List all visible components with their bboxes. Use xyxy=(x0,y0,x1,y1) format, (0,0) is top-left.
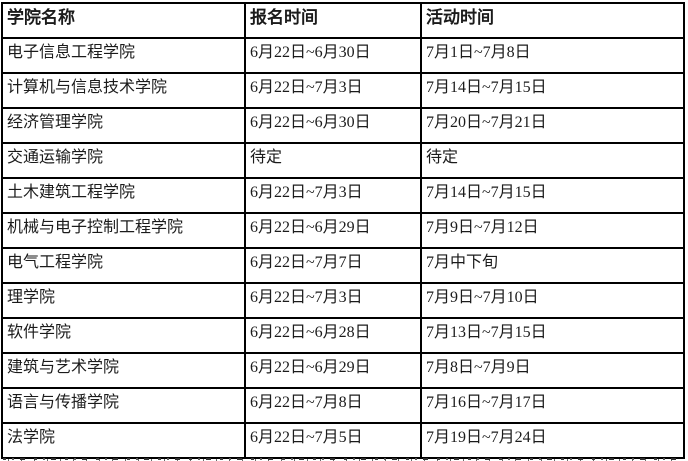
column-header: 报名时间 xyxy=(244,2,422,39)
college-name-cell: 电气工程学院 xyxy=(1,247,246,284)
registration-time-cell: 6月22日~7月8日 xyxy=(244,387,422,424)
table-row: 经济管理学院 6月22日~6月30日 7月20日~7月21日 xyxy=(1,107,685,144)
table-row: 电子信息工程学院 6月22日~6月30日 7月1日~7月8日 xyxy=(1,37,685,74)
activity-time-cell: 7月14日~7月15日 xyxy=(420,177,685,214)
college-name-cell: 交通运输学院 xyxy=(1,142,246,179)
activity-time-cell: 7月中下旬 xyxy=(420,247,685,284)
table-row: 土木建筑工程学院 6月22日~7月3日 7月14日~7月15日 xyxy=(1,177,685,214)
table-row: 法学院 6月22日~7月5日 7月19日~7月24日 xyxy=(1,422,685,459)
college-name-cell: 语言与传播学院 xyxy=(1,387,246,424)
activity-time-cell: 7月19日~7月24日 xyxy=(420,422,685,459)
table-row: 理学院 6月22日~7月3日 7月9日~7月10日 xyxy=(1,282,685,319)
column-header: 学院名称 xyxy=(1,2,246,39)
college-name-cell: 电子信息工程学院 xyxy=(1,37,246,74)
college-name-cell: 计算机与信息技术学院 xyxy=(1,72,246,109)
registration-time-cell: 6月22日~6月30日 xyxy=(244,107,422,144)
registration-time-cell: 6月22日~6月30日 xyxy=(244,37,422,74)
column-header: 活动时间 xyxy=(420,2,685,39)
college-name-cell: 经济管理学院 xyxy=(1,107,246,144)
table-row: 建筑与艺术学院 6月22日~6月29日 7月8日~7月9日 xyxy=(1,352,685,389)
activity-time-cell: 待定 xyxy=(420,142,685,179)
college-name-cell: 软件学院 xyxy=(1,317,246,354)
registration-time-cell: 6月22日~6月29日 xyxy=(244,352,422,389)
table-row: 电气工程学院 6月22日~7月7日 7月中下旬 xyxy=(1,247,685,284)
activity-time-cell: 7月8日~7月9日 xyxy=(420,352,685,389)
activity-time-cell: 7月9日~7月10日 xyxy=(420,282,685,319)
college-name-cell: 土木建筑工程学院 xyxy=(1,177,246,214)
registration-time-cell: 6月22日~7月3日 xyxy=(244,72,422,109)
registration-time-cell: 6月22日~7月3日 xyxy=(244,282,422,319)
table-row: 交通运输学院 待定 待定 xyxy=(1,142,685,179)
college-name-cell: 机械与电子控制工程学院 xyxy=(1,212,246,249)
table-row: 软件学院 6月22日~6月28日 7月13日~7月15日 xyxy=(1,317,685,354)
college-name-cell: 建筑与艺术学院 xyxy=(1,352,246,389)
activity-time-cell: 7月13日~7月15日 xyxy=(420,317,685,354)
activity-time-cell: 7月14日~7月15日 xyxy=(420,72,685,109)
activity-time-cell: 7月1日~7月8日 xyxy=(420,37,685,74)
activity-time-cell: 7月16日~7月17日 xyxy=(420,387,685,424)
clipped-text-line xyxy=(3,457,683,461)
college-name-cell: 法学院 xyxy=(1,422,246,459)
registration-time-cell: 6月22日~7月5日 xyxy=(244,422,422,459)
college-name-cell: 理学院 xyxy=(1,282,246,319)
registration-time-cell: 6月22日~6月29日 xyxy=(244,212,422,249)
table-row: 机械与电子控制工程学院 6月22日~6月29日 7月9日~7月12日 xyxy=(1,212,685,249)
registration-time-cell: 6月22日~7月3日 xyxy=(244,177,422,214)
table-row: 计算机与信息技术学院 6月22日~7月3日 7月14日~7月15日 xyxy=(1,72,685,109)
registration-time-cell: 6月22日~6月28日 xyxy=(244,317,422,354)
activity-time-cell: 7月20日~7月21日 xyxy=(420,107,685,144)
activity-time-cell: 7月9日~7月12日 xyxy=(420,212,685,249)
table-row: 语言与传播学院 6月22日~7月8日 7月16日~7月17日 xyxy=(1,387,685,424)
registration-time-cell: 6月22日~7月7日 xyxy=(244,247,422,284)
table-body: 电子信息工程学院 6月22日~6月30日 7月1日~7月8日 计算机与信息技术学院 6月… xyxy=(1,37,685,459)
header-row: 学院名称 报名时间 活动时间 xyxy=(1,2,685,39)
registration-time-cell: 待定 xyxy=(244,142,422,179)
